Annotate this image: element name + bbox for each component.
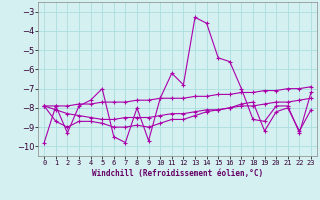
X-axis label: Windchill (Refroidissement éolien,°C): Windchill (Refroidissement éolien,°C) — [92, 169, 263, 178]
